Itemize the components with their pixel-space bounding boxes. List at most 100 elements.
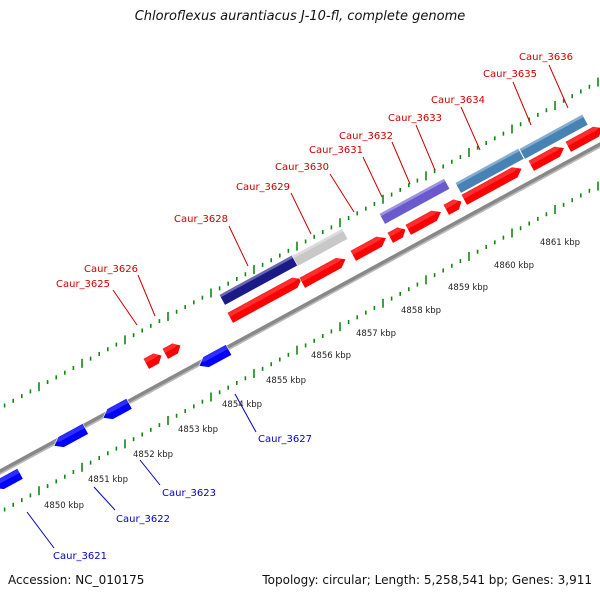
forward-gene-arrow-shine — [443, 198, 461, 210]
domain-bar-shine — [379, 178, 446, 217]
forward-gene-arrow-shape — [142, 352, 163, 370]
leader-line — [329, 173, 355, 213]
accession-text: Accession: NC_010175 — [8, 573, 145, 587]
forward-gene-arrow-shape — [564, 126, 600, 153]
gene-label-forward: Caur_3628 — [174, 214, 228, 225]
domain-bar — [454, 147, 525, 194]
map-title: Chloroflexus aurantiacus J-10-fl, comple… — [134, 9, 466, 24]
gene-label-reverse: Caur_3621 — [53, 551, 107, 562]
forward-gene-arrow — [142, 352, 163, 370]
kbp-label: 4850 kbp — [44, 501, 84, 511]
forward-gene-arrow-shape — [442, 198, 463, 216]
gene-features — [0, 125, 600, 490]
gene-label-reverse: Caur_3622 — [116, 514, 170, 525]
leader-line — [362, 156, 383, 198]
kbp-label: 4861 kbp — [540, 238, 580, 248]
kbp-scale-labels: 4850 kbp 4851 kbp 4852 kbp 4853 kbp 4854 kbp… — [44, 238, 580, 511]
forward-gene-arrow-shine — [565, 125, 600, 147]
gene-label-forward: Caur_3634 — [431, 95, 485, 106]
gene-label-reverse: Caur_3627 — [258, 434, 312, 445]
forward-gene-arrow-shine — [387, 226, 405, 238]
forward-gene-arrow — [404, 209, 442, 236]
backbone-line — [0, 142, 600, 475]
kbp-label: 4855 kbp — [266, 376, 306, 386]
reverse-gene-arrow-shine — [197, 345, 229, 364]
forward-gene-arrow — [564, 125, 600, 153]
forward-gene-arrow — [298, 256, 347, 289]
forward-gene-arrow-shape — [161, 342, 182, 360]
reverse-gene-arrow — [197, 344, 233, 368]
kbp-label: 4857 kbp — [356, 329, 396, 339]
gene-label-forward: Caur_3636 — [519, 52, 573, 63]
kbp-label: 4859 kbp — [448, 283, 488, 293]
leader-line — [93, 486, 116, 511]
reverse-gene-arrow-shape — [53, 423, 89, 448]
reverse-gene-arrow — [101, 397, 133, 420]
forward-gene-arrow — [386, 226, 407, 244]
forward-gene-arrow — [161, 342, 182, 360]
kbp-label: 4853 kbp — [178, 425, 218, 435]
leader-line — [112, 289, 138, 326]
domain-bar-shine — [519, 114, 584, 152]
forward-gene-arrow-shine — [162, 342, 180, 354]
forward-gene-arrow-shape — [527, 146, 565, 172]
forward-gene-arrow-shape — [226, 277, 303, 324]
domain-bar-fill — [291, 228, 349, 267]
domain-bar-fill — [378, 177, 451, 225]
leader-line — [228, 225, 249, 267]
leader-line — [234, 393, 257, 433]
domain-bars — [218, 113, 589, 306]
reverse-gene-arrow — [0, 467, 24, 490]
forward-gene-arrow-shine — [299, 256, 345, 283]
kbp-label: 4851 kbp — [88, 475, 128, 485]
kbp-label: 4852 kbp — [133, 450, 173, 460]
kbp-label: 4860 kbp — [494, 261, 534, 271]
leader-line — [391, 141, 411, 185]
reverse-gene-arrow-shape — [0, 467, 24, 490]
gene-label-forward: Caur_3625 — [56, 279, 110, 290]
gene-label-forward: Caur_3630 — [275, 162, 329, 173]
forward-gene-arrow — [349, 235, 387, 262]
domain-bar — [378, 177, 451, 225]
domain-bar-shine — [455, 148, 520, 186]
domain-bar-shine — [292, 228, 344, 259]
genome-stats-text: Topology: circular; Length: 5,258,541 bp… — [262, 573, 592, 587]
forward-gene-arrow-shine — [350, 235, 385, 256]
gene-label-forward: Caur_3631 — [309, 145, 363, 156]
gene-label-forward: Caur_3635 — [483, 69, 537, 80]
leader-line — [139, 459, 161, 486]
leader-line — [460, 106, 481, 151]
domain-bar-fill — [454, 147, 525, 194]
forward-gene-arrow-shine — [461, 165, 521, 200]
forward-gene-arrow-shape — [460, 166, 523, 206]
leader-line — [512, 81, 532, 126]
domain-bar — [291, 228, 349, 267]
forward-gene-arrow-shape — [404, 210, 442, 236]
forward-gene-arrow-shape — [349, 236, 387, 262]
leader-line — [137, 274, 156, 317]
reverse-gene-arrow-shape — [198, 344, 233, 368]
upper-tick-track — [3, 77, 599, 408]
gene-label-forward: Caur_3626 — [84, 264, 138, 275]
gene-label-forward: Caur_3629 — [236, 182, 290, 193]
gene-label-forward: Caur_3632 — [339, 131, 393, 142]
leader-line — [415, 124, 436, 171]
gene-label-reverse: Caur_3623 — [162, 488, 216, 499]
kbp-label: 4854 kbp — [222, 400, 262, 410]
forward-gene-arrow — [460, 165, 523, 206]
forward-gene-arrow-shine — [227, 275, 301, 318]
gene-label-forward: Caur_3633 — [388, 113, 442, 124]
domain-bar — [518, 113, 589, 160]
lower-tick-track — [3, 181, 599, 512]
leader-line — [290, 192, 312, 235]
forward-gene-arrow-shape — [298, 257, 347, 289]
domain-bar-shine — [219, 253, 297, 298]
forward-gene-arrow-shape — [386, 226, 407, 244]
reverse-gene-arrow-shine — [0, 469, 20, 486]
reverse-gene-arrow — [52, 423, 89, 448]
forward-gene-arrow — [226, 275, 303, 324]
genome-backbone — [0, 142, 600, 475]
forward-gene-arrow-shine — [528, 145, 563, 166]
forward-gene-arrow-shine — [143, 352, 161, 364]
